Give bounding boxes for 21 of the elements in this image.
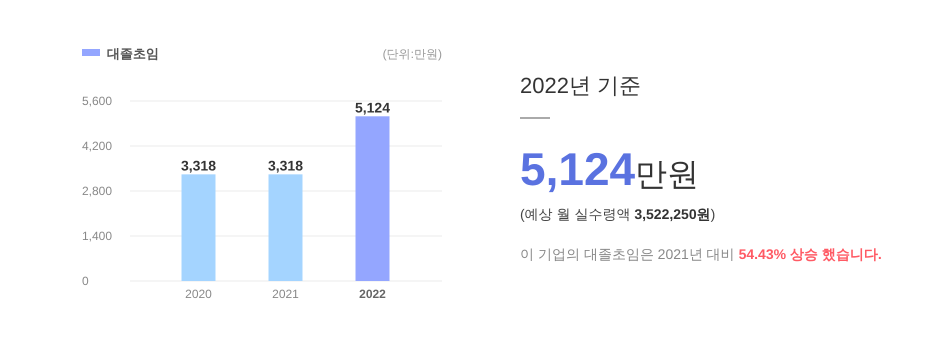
x-tick-label: 2022: [359, 287, 386, 301]
y-tick-label: 0: [82, 274, 89, 288]
x-tick-label: 2020: [185, 287, 212, 301]
text: 5,124: [520, 143, 636, 195]
text: 54.43% 상승 했습니다.: [738, 246, 882, 262]
text: 2022년 기준: [520, 73, 642, 98]
text: (예상 월 실수령액: [520, 206, 634, 222]
data-label: 3,318: [268, 157, 304, 174]
x-tick-label: 2021: [272, 287, 300, 301]
y-tick-label: 2,800: [82, 184, 112, 198]
text: (단위:만원): [382, 47, 442, 61]
y-tick-label: 1,400: [82, 229, 112, 243]
text: 만원: [635, 156, 700, 192]
data-label: 5,124: [354, 99, 390, 116]
legend-label: 대졸초임: [107, 46, 159, 61]
text: 이 기업의 대졸초임은 2021년 대비: [520, 246, 739, 262]
data-label: 3,318: [180, 157, 216, 174]
y-tick-label: 4,200: [82, 139, 112, 153]
text: ): [710, 206, 716, 222]
text: 3,522,250원: [634, 206, 711, 222]
y-tick-label: 5,600: [82, 94, 112, 108]
